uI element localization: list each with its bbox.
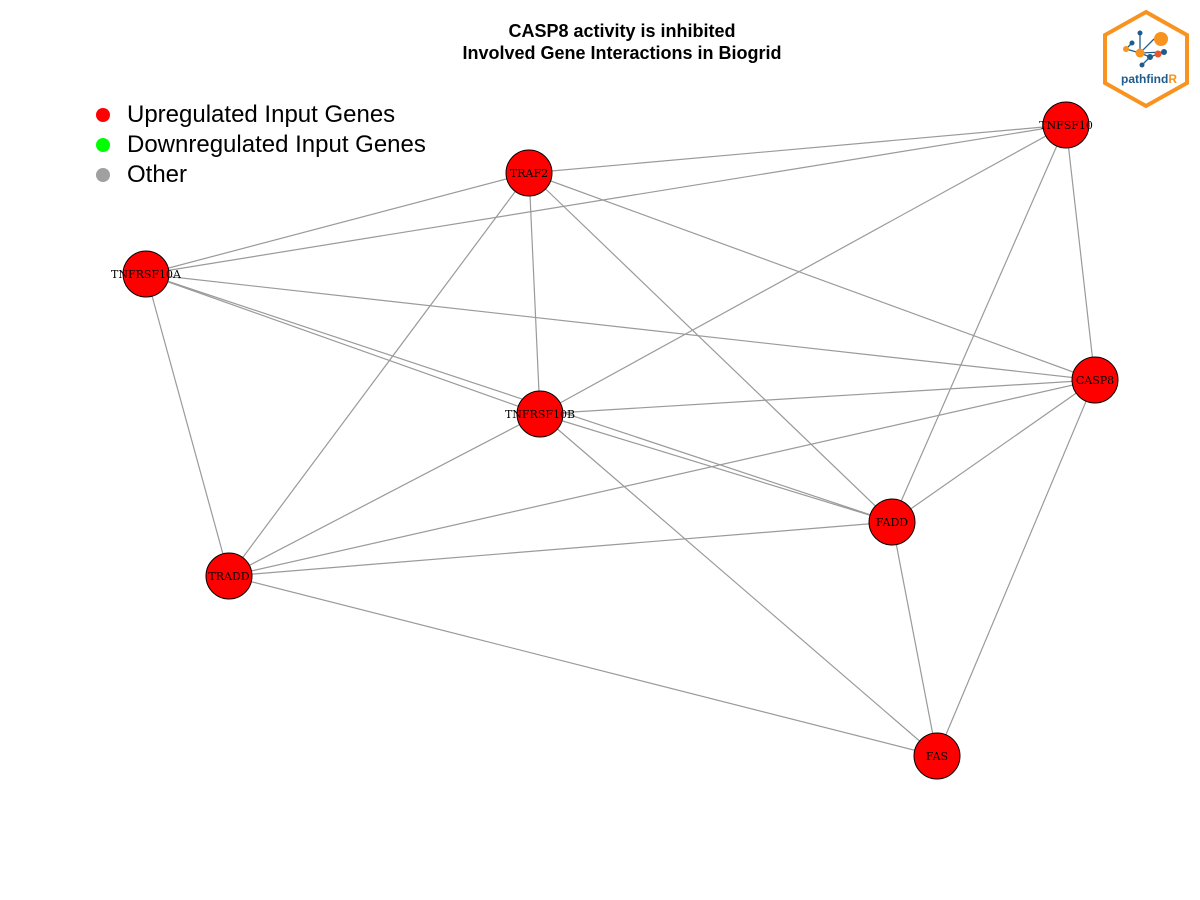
svg-text:pathfindR: pathfindR [1121, 72, 1177, 86]
chart-title: CASP8 activity is inhibited Involved Gen… [0, 20, 1200, 64]
edge-tnfrsf10b-fas [539, 413, 938, 757]
node-circle-tnfsf10 [1042, 101, 1090, 149]
node-fas: FAS [913, 732, 961, 780]
legend-dot-downregulated [96, 138, 110, 152]
node-circle-casp8 [1071, 356, 1119, 404]
edge-tnfrsf10a-casp8 [145, 273, 1096, 381]
edge-tnfrsf10b-tradd [228, 413, 541, 577]
edge-tnfrsf10a-fadd [145, 273, 893, 523]
node-circle-tnfrsf10a [122, 250, 170, 298]
edge-tnfsf10-fadd [891, 124, 1067, 523]
legend-item-other: Other [96, 160, 426, 190]
node-label-traf2: TRAF2 [510, 167, 548, 180]
title-line-1: CASP8 activity is inhibited [508, 21, 736, 41]
legend-dot-other [96, 168, 110, 182]
node-circle-fadd [868, 498, 916, 546]
node-tnfrsf10a: TNFRSF10A [111, 250, 182, 298]
node-circle-fas [913, 732, 961, 780]
edge-traf2-fadd [528, 172, 893, 523]
edge-tradd-fas [228, 575, 938, 757]
node-label-tnfrsf10a: TNFRSF10A [111, 268, 182, 281]
node-tnfrsf10b: TNFRSF10B [505, 390, 575, 438]
legend-item-downregulated: Downregulated Input Genes [96, 130, 426, 160]
node-label-tnfrsf10b: TNFRSF10B [505, 408, 575, 421]
legend-label-upregulated: Upregulated Input Genes [127, 101, 396, 128]
node-circle-tradd [205, 552, 253, 600]
edge-tnfrsf10a-tnfsf10 [145, 124, 1067, 275]
node-tnfsf10: TNFSF10 [1039, 101, 1093, 149]
edge-fadd-tradd [228, 521, 893, 577]
node-tradd: TRADD [205, 552, 253, 600]
node-label-fadd: FADD [876, 516, 908, 529]
edge-tnfsf10-tnfrsf10b [539, 124, 1067, 415]
edge-casp8-fas [936, 379, 1096, 757]
legend-label-other: Other [127, 161, 188, 188]
pathfindr-logo: pathfindR [1103, 9, 1189, 109]
edge-tnfrsf10b-casp8 [539, 379, 1096, 415]
legend: Upregulated Input Genes Downregulated In… [96, 100, 426, 190]
edge-traf2-casp8 [528, 172, 1096, 381]
edge-tnfrsf10b-fadd [539, 413, 893, 523]
edge-casp8-fadd [891, 379, 1096, 523]
edge-tnfrsf10a-tnfrsf10b [145, 273, 541, 415]
legend-dot-upregulated [96, 108, 110, 122]
edge-tnfsf10-casp8 [1065, 124, 1096, 381]
node-circle-tnfrsf10b [516, 390, 564, 438]
node-label-fas: FAS [926, 750, 948, 763]
edge-traf2-tnfrsf10b [528, 172, 541, 415]
logo-text-main: pathfind [1121, 72, 1168, 86]
node-label-tnfsf10: TNFSF10 [1039, 119, 1093, 132]
node-casp8: CASP8 [1071, 356, 1119, 404]
node-label-tradd: TRADD [208, 570, 249, 583]
edge-casp8-tradd [228, 379, 1096, 577]
legend-label-downregulated: Downregulated Input Genes [127, 131, 426, 158]
node-circle-traf2 [505, 149, 553, 197]
node-label-casp8: CASP8 [1076, 374, 1114, 387]
edge-fadd-fas [891, 521, 938, 757]
network-nodes: TNFSF10 TRAF2 TNFRSF10A CASP8 TNFRSF10B FADD T… [111, 101, 1119, 780]
logo-text-accent: R [1168, 72, 1177, 86]
edge-traf2-tnfsf10 [528, 124, 1067, 174]
edge-traf2-tradd [228, 172, 530, 577]
title-line-2: Involved Gene Interactions in Biogrid [462, 43, 782, 63]
node-traf2: TRAF2 [505, 149, 553, 197]
node-fadd: FADD [868, 498, 916, 546]
network-edges [145, 124, 1096, 757]
edge-tnfrsf10a-traf2 [145, 172, 530, 275]
edge-tnfrsf10a-tradd [145, 273, 230, 577]
legend-item-upregulated: Upregulated Input Genes [96, 100, 426, 130]
